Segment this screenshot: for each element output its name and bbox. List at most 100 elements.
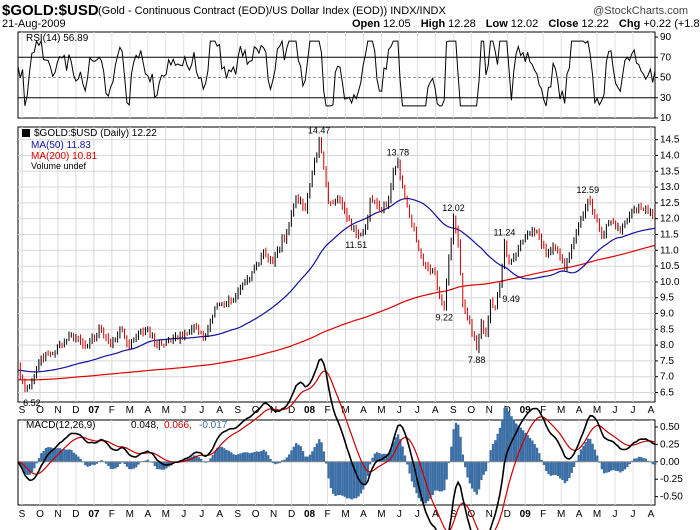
macd-histogram-bar xyxy=(105,461,108,464)
price-month-label: F xyxy=(324,405,330,416)
macd-month-label: 08 xyxy=(304,509,316,520)
macd-histogram-bar xyxy=(443,461,446,491)
macd-histogram-bar xyxy=(299,446,302,462)
macd-histogram-bar xyxy=(301,451,305,462)
macd-histogram-bar xyxy=(549,461,553,476)
macd-histogram-bar xyxy=(315,443,319,462)
macd-histogram-bar xyxy=(42,450,45,462)
price-month-label: O xyxy=(36,405,44,416)
macd-panel: S O N D 07 F M A M J J A S O N D 08 F M A M J J A S O N D 09 F M A M J J A-… xyxy=(17,358,683,530)
macd-month-label: M xyxy=(557,509,565,520)
price-panel: SOND07FMAMJJASOND08FMAMJJASOND09FMAMJJA6… xyxy=(17,126,680,416)
macd-histogram-bar xyxy=(389,448,393,462)
macd-histogram-bar xyxy=(572,461,576,468)
macd-month-label: M xyxy=(126,509,134,520)
macd-month-label: D xyxy=(504,509,511,520)
macd-histogram-bar xyxy=(269,459,272,462)
macd-histogram-bar xyxy=(403,455,407,462)
volume-legend: Volume undef xyxy=(31,161,87,171)
macd-month-label: J xyxy=(397,509,402,520)
macd-histogram-bar xyxy=(385,453,388,462)
price-annotation: 6.52 xyxy=(23,398,41,408)
price-month-label: D xyxy=(288,405,295,416)
price-ytick-label: 8.0 xyxy=(660,340,674,351)
macd-month-label: A xyxy=(432,509,439,520)
macd-histogram-bar xyxy=(440,461,444,492)
price-month-label: 07 xyxy=(88,405,100,416)
price-month-label: M xyxy=(593,405,601,416)
price-month-label: M xyxy=(377,405,385,416)
price-legend-swatch xyxy=(22,129,30,137)
macd-histogram-bar xyxy=(494,440,497,462)
macd-histogram-bar xyxy=(484,461,488,472)
macd-histogram-bar xyxy=(125,461,129,467)
macd-histogram-bar xyxy=(276,461,279,464)
price-annotation: 9.22 xyxy=(435,313,453,323)
macd-histogram-bar xyxy=(524,432,527,462)
macd-histogram-bar xyxy=(267,455,270,462)
ma50-line xyxy=(17,197,656,373)
macd-histogram-bar xyxy=(334,461,337,497)
macd-histogram-bar xyxy=(450,446,453,462)
macd-histogram-bar xyxy=(40,453,43,462)
macd-histogram-bar xyxy=(197,457,200,462)
macd-histogram-bar xyxy=(489,450,492,462)
price-annotation: 14.47 xyxy=(308,126,331,136)
price-month-label: J xyxy=(397,405,402,416)
rsi-line xyxy=(17,39,656,107)
macd-histogram-bar xyxy=(146,459,150,462)
macd-histogram-bar xyxy=(635,458,638,462)
macd-histogram-bar xyxy=(464,461,467,468)
macd-histogram-bar xyxy=(526,435,529,462)
macd-histogram-bar xyxy=(535,447,539,462)
macd-histogram-bar xyxy=(285,457,288,462)
macd-histogram-bar xyxy=(531,440,534,462)
price-month-label: S xyxy=(19,405,26,416)
macd-histogram-bar xyxy=(262,449,265,462)
price-month-label: J xyxy=(415,405,420,416)
macd-histogram-bar xyxy=(413,461,416,488)
macd-month-label: M xyxy=(593,509,601,520)
macd-histogram-bar xyxy=(387,452,390,462)
macd-histogram-bar xyxy=(545,461,548,472)
macd-month-label: F xyxy=(109,509,115,520)
macd-histogram-bar xyxy=(521,430,525,462)
macd-histogram-bar xyxy=(373,453,377,462)
macd-histogram-bar xyxy=(547,461,550,475)
macd-histogram-bar xyxy=(369,461,372,465)
macd-histogram-bar xyxy=(93,461,96,466)
macd-histogram-bar xyxy=(325,461,328,464)
price-ytick-label: 6.5 xyxy=(660,388,674,399)
macd-histogram-bar xyxy=(33,461,36,469)
macd-month-label: M xyxy=(162,509,170,520)
open-label: Open xyxy=(352,18,381,30)
macd-histogram-bar xyxy=(107,461,110,467)
rsi-ytick-label: 10 xyxy=(660,113,672,124)
macd-histogram-bar xyxy=(350,461,353,500)
macd-histogram-bar xyxy=(54,448,57,462)
stockcharts-logo[interactable]: @StockCharts.com xyxy=(593,5,688,17)
macd-histogram-bar xyxy=(290,450,293,462)
price-month-label: 08 xyxy=(304,405,316,416)
macd-histogram-bar xyxy=(44,447,48,462)
chart-header: $GOLD:$USD (Gold - Continuous Contract (… xyxy=(0,0,700,30)
macd-histogram-bar xyxy=(118,461,122,465)
macd-month-label: A xyxy=(360,509,367,520)
macd-legend-name: MACD(12,26,9) xyxy=(26,420,95,431)
rsi-frame xyxy=(17,31,656,119)
macd-histogram-bar xyxy=(568,461,571,479)
price-month-label: J xyxy=(181,405,186,416)
macd-histogram-bar xyxy=(209,458,212,462)
low-label: Low xyxy=(485,18,508,30)
chg-value: +0.22 (+1.82%) xyxy=(643,18,700,30)
symbol-description: (Gold - Continuous Contract (EOD)/US Dol… xyxy=(98,5,446,17)
macd-histogram-bar xyxy=(248,453,251,462)
price-ytick-label: 9.5 xyxy=(660,293,674,304)
macd-histogram-bar xyxy=(519,427,522,462)
macd-histogram-bar xyxy=(433,461,437,491)
price-annotation: 12.02 xyxy=(442,203,465,213)
macd-histogram-bar xyxy=(417,461,421,499)
macd-histogram-bar xyxy=(593,449,597,462)
macd-histogram-bar xyxy=(61,449,64,462)
macd-histogram-bar xyxy=(561,461,564,481)
